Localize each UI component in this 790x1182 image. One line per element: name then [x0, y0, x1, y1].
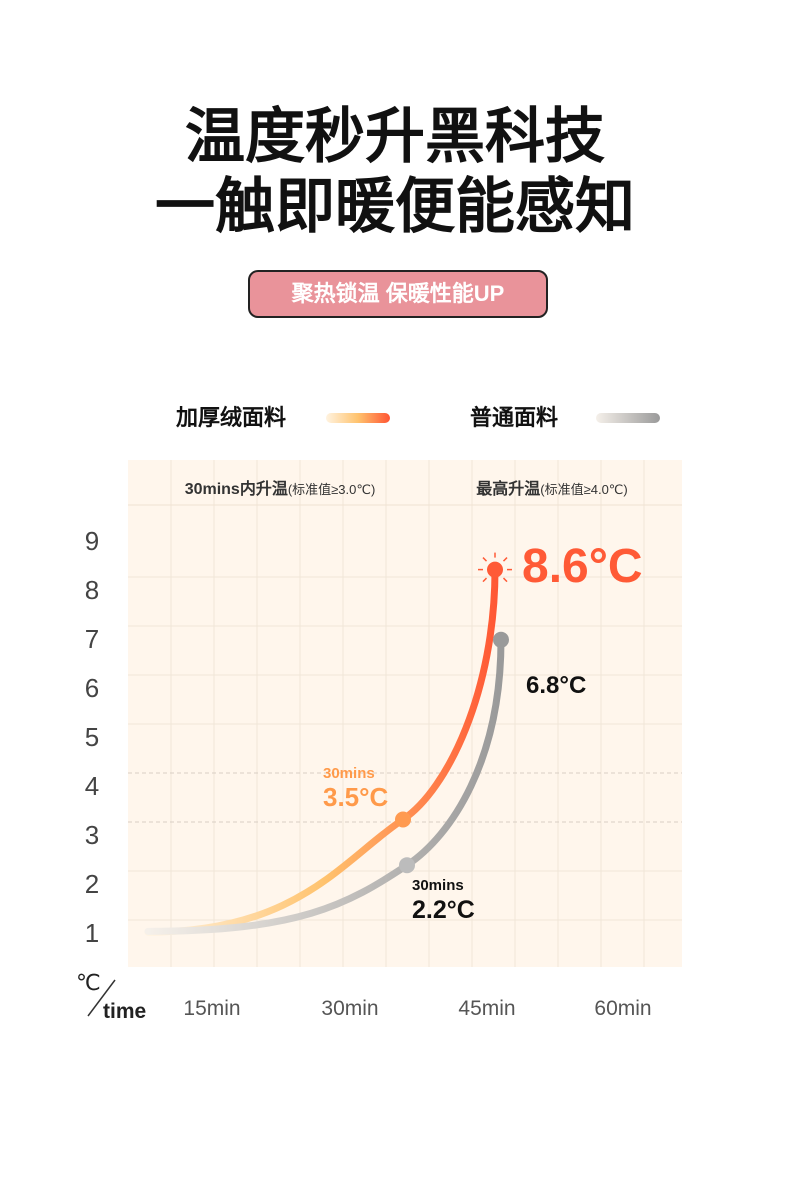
y-tick-label: 9	[85, 526, 99, 556]
annotation-30min-value: 2.2°C	[412, 896, 475, 924]
x-axis-unit: time	[103, 1000, 146, 1023]
annotation-30min-value: 3.5°C	[323, 782, 389, 812]
sun-ray-icon	[502, 577, 508, 583]
annotation-peak-value: 6.8°C	[526, 672, 586, 699]
column-header-note: (标准值≥4.0℃)	[540, 482, 627, 497]
sun-ray-icon	[482, 557, 488, 562]
x-tick-label: 15min	[183, 997, 240, 1020]
column-header: 30mins内升温(标准值≥3.0℃)	[185, 479, 376, 498]
column-header-note: (标准值≥3.0℃)	[288, 482, 375, 497]
plot-background	[128, 460, 682, 967]
data-point-30min	[395, 811, 411, 828]
y-tick-label: 2	[85, 869, 99, 899]
headline-line-1: 温度秒升黑科技	[185, 103, 605, 170]
annotation-peak-value: 8.6°C	[522, 540, 643, 593]
annotation-30min-label: 30mins	[412, 877, 464, 894]
y-tick-label: 5	[85, 722, 99, 752]
legend-label-normal: 普通面料	[470, 405, 559, 430]
data-point-peak	[487, 561, 503, 578]
annotation-30min-label: 30mins	[323, 765, 375, 782]
axis-unit-divider	[87, 979, 116, 1017]
y-tick-label: 3	[85, 820, 99, 850]
y-axis-unit: ℃	[76, 970, 101, 995]
column-header: 最高升温(标准值≥4.0℃)	[476, 479, 627, 498]
sun-ray-icon	[502, 557, 508, 562]
x-tick-label: 60min	[594, 997, 651, 1020]
data-point-30min	[399, 857, 415, 874]
y-tick-label: 1	[85, 918, 99, 948]
y-tick-label: 7	[85, 624, 99, 654]
y-tick-label: 8	[85, 575, 99, 605]
x-tick-label: 45min	[458, 997, 515, 1020]
column-header-main: 30mins内升温	[185, 479, 288, 498]
legend-swatch-thick	[326, 413, 390, 423]
sun-ray-icon	[482, 577, 488, 583]
data-point-peak	[493, 631, 509, 648]
feature-badge: 聚热锁温 保暖性能UP	[248, 270, 548, 318]
legend-label-thick: 加厚绒面料	[176, 405, 287, 430]
x-tick-label: 30min	[321, 997, 378, 1020]
legend-swatch-normal	[596, 413, 660, 423]
headline-line-2: 一触即暖便能感知	[155, 173, 635, 240]
y-tick-label: 6	[85, 673, 99, 703]
column-header-main: 最高升温	[476, 479, 540, 498]
y-tick-label: 4	[85, 771, 99, 801]
